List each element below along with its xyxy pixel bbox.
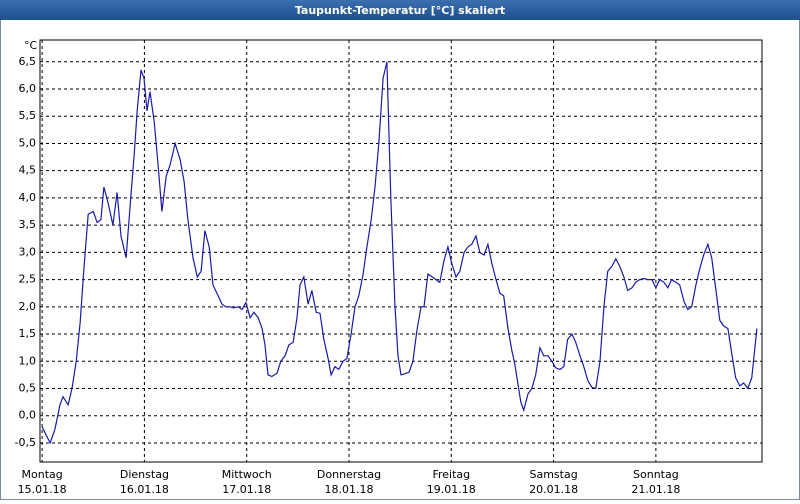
x-tick-date: 17.01.18 bbox=[222, 483, 271, 496]
y-tick-label: 1,5 bbox=[19, 327, 37, 340]
x-tick-date: 20.01.18 bbox=[529, 483, 578, 496]
x-tick-label: Mittwoch bbox=[222, 468, 272, 481]
x-tick-date: 16.01.18 bbox=[120, 483, 169, 496]
x-tick-date: 19.01.18 bbox=[427, 483, 476, 496]
x-tick-label: Montag bbox=[22, 468, 63, 481]
x-tick-label: Donnerstag bbox=[317, 468, 381, 481]
y-tick-label: 2,0 bbox=[19, 300, 37, 313]
y-tick-label: 5,5 bbox=[19, 109, 37, 122]
x-tick-label: Sonntag bbox=[633, 468, 679, 481]
y-tick-label: 0,5 bbox=[19, 381, 37, 394]
y-tick-label: 4,0 bbox=[19, 191, 37, 204]
x-tick-label: Samstag bbox=[529, 468, 577, 481]
y-tick-label: 1,0 bbox=[19, 354, 37, 367]
x-tick-label: Dienstag bbox=[120, 468, 169, 481]
x-tick-date: 21.01.18 bbox=[631, 483, 680, 496]
y-tick-label: 6,5 bbox=[19, 55, 37, 68]
y-unit: °C bbox=[24, 39, 38, 52]
title-bar bbox=[0, 0, 800, 20]
x-tick-date: 15.01.18 bbox=[18, 483, 67, 496]
x-tick-label: Freitag bbox=[432, 468, 470, 481]
chart-title: Taupunkt-Temperatur [°C] skaliert bbox=[295, 4, 505, 17]
y-tick-label: 0,0 bbox=[19, 409, 37, 422]
y-tick-label: 3,0 bbox=[19, 245, 37, 258]
y-tick-label: 5,0 bbox=[19, 136, 37, 149]
y-tick-label: 4,5 bbox=[19, 164, 37, 177]
y-tick-label: 2,5 bbox=[19, 273, 37, 286]
x-tick-date: 18.01.18 bbox=[325, 483, 374, 496]
data-line bbox=[41, 61, 758, 445]
y-tick-label: 6,0 bbox=[19, 82, 37, 95]
y-tick-label: -0,5 bbox=[15, 436, 36, 449]
y-tick-label: 3,5 bbox=[19, 218, 37, 231]
plot-area bbox=[39, 39, 763, 463]
